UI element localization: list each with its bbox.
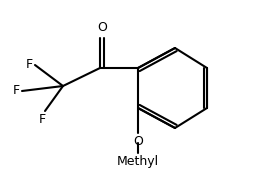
Text: O: O — [97, 21, 107, 34]
Text: F: F — [39, 113, 46, 126]
Text: Methyl: Methyl — [117, 155, 159, 168]
Text: F: F — [26, 58, 33, 71]
Text: F: F — [13, 84, 20, 98]
Text: O: O — [133, 135, 143, 148]
